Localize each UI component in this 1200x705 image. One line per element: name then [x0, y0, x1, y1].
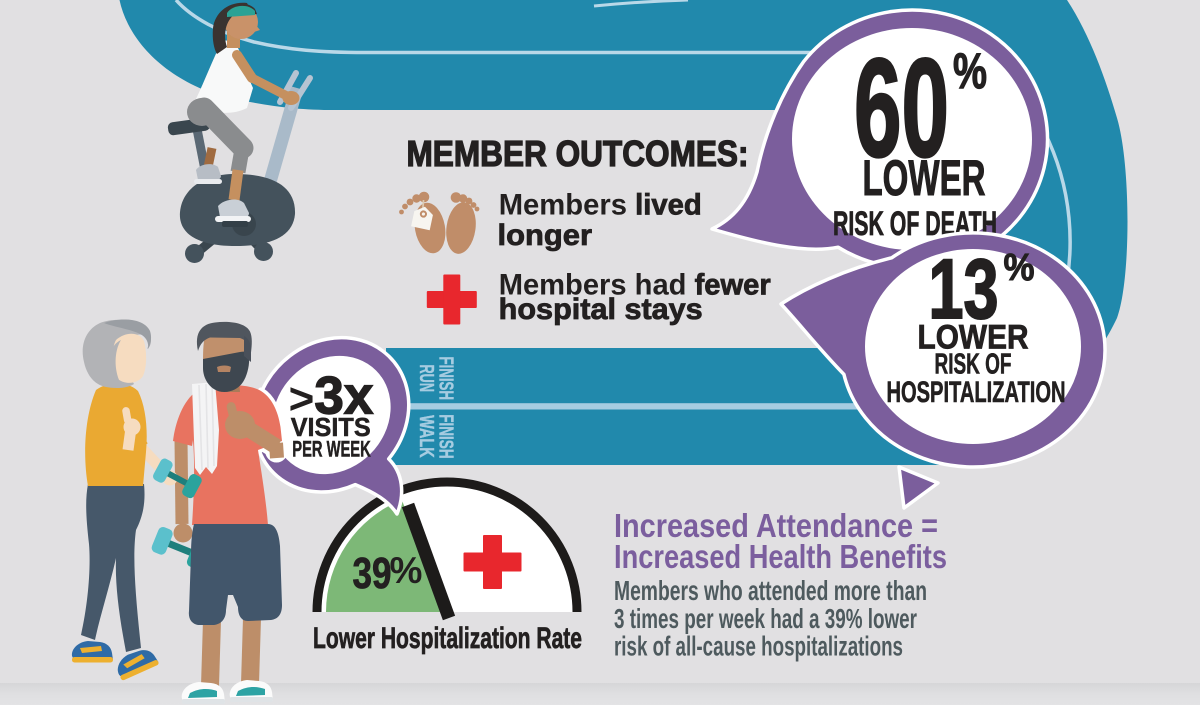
svg-text:longer: longer — [498, 219, 593, 252]
svg-text:>3x: >3x — [289, 367, 374, 426]
svg-text:3 times per week had a 39% low: 3 times per week had a 39% lower — [614, 603, 917, 634]
svg-text:WALK: WALK — [415, 415, 437, 458]
svg-text:risk of all-cause hospitalizat: risk of all-cause hospitalizations — [614, 631, 903, 662]
svg-text:VISITS: VISITS — [291, 412, 371, 442]
svg-text:Members lived: Members lived — [499, 189, 702, 222]
svg-text:60: 60 — [854, 29, 949, 186]
svg-text:HOSPITALIZATION: HOSPITALIZATION — [887, 376, 1066, 409]
svg-text:RISK OF: RISK OF — [935, 349, 1012, 381]
svg-text:PER WEEK: PER WEEK — [292, 437, 371, 462]
svg-text:%: % — [953, 43, 987, 99]
svg-text:Lower Hospitalization Rate: Lower Hospitalization Rate — [313, 622, 582, 655]
svg-text:Increased Attendance =: Increased Attendance = — [614, 507, 938, 544]
svg-text:MEMBER OUTCOMES:: MEMBER OUTCOMES: — [407, 133, 749, 174]
svg-text:FINISH: FINISH — [435, 414, 457, 458]
svg-text:RUN: RUN — [415, 365, 437, 393]
svg-text:Members had fewer: Members had fewer — [499, 269, 771, 302]
svg-text:13: 13 — [929, 242, 999, 336]
svg-text:Members who attended more than: Members who attended more than — [614, 575, 927, 606]
svg-text:LOWER: LOWER — [863, 150, 986, 206]
svg-text:hospital stays: hospital stays — [499, 293, 703, 326]
svg-text:Increased Health Benefits: Increased Health Benefits — [614, 538, 947, 575]
svg-text:LOWER: LOWER — [918, 319, 1029, 357]
svg-text:39: 39 — [353, 549, 392, 598]
svg-text:%: % — [1004, 247, 1035, 289]
svg-text:%: % — [390, 550, 423, 591]
svg-text:FINISH: FINISH — [435, 357, 457, 401]
